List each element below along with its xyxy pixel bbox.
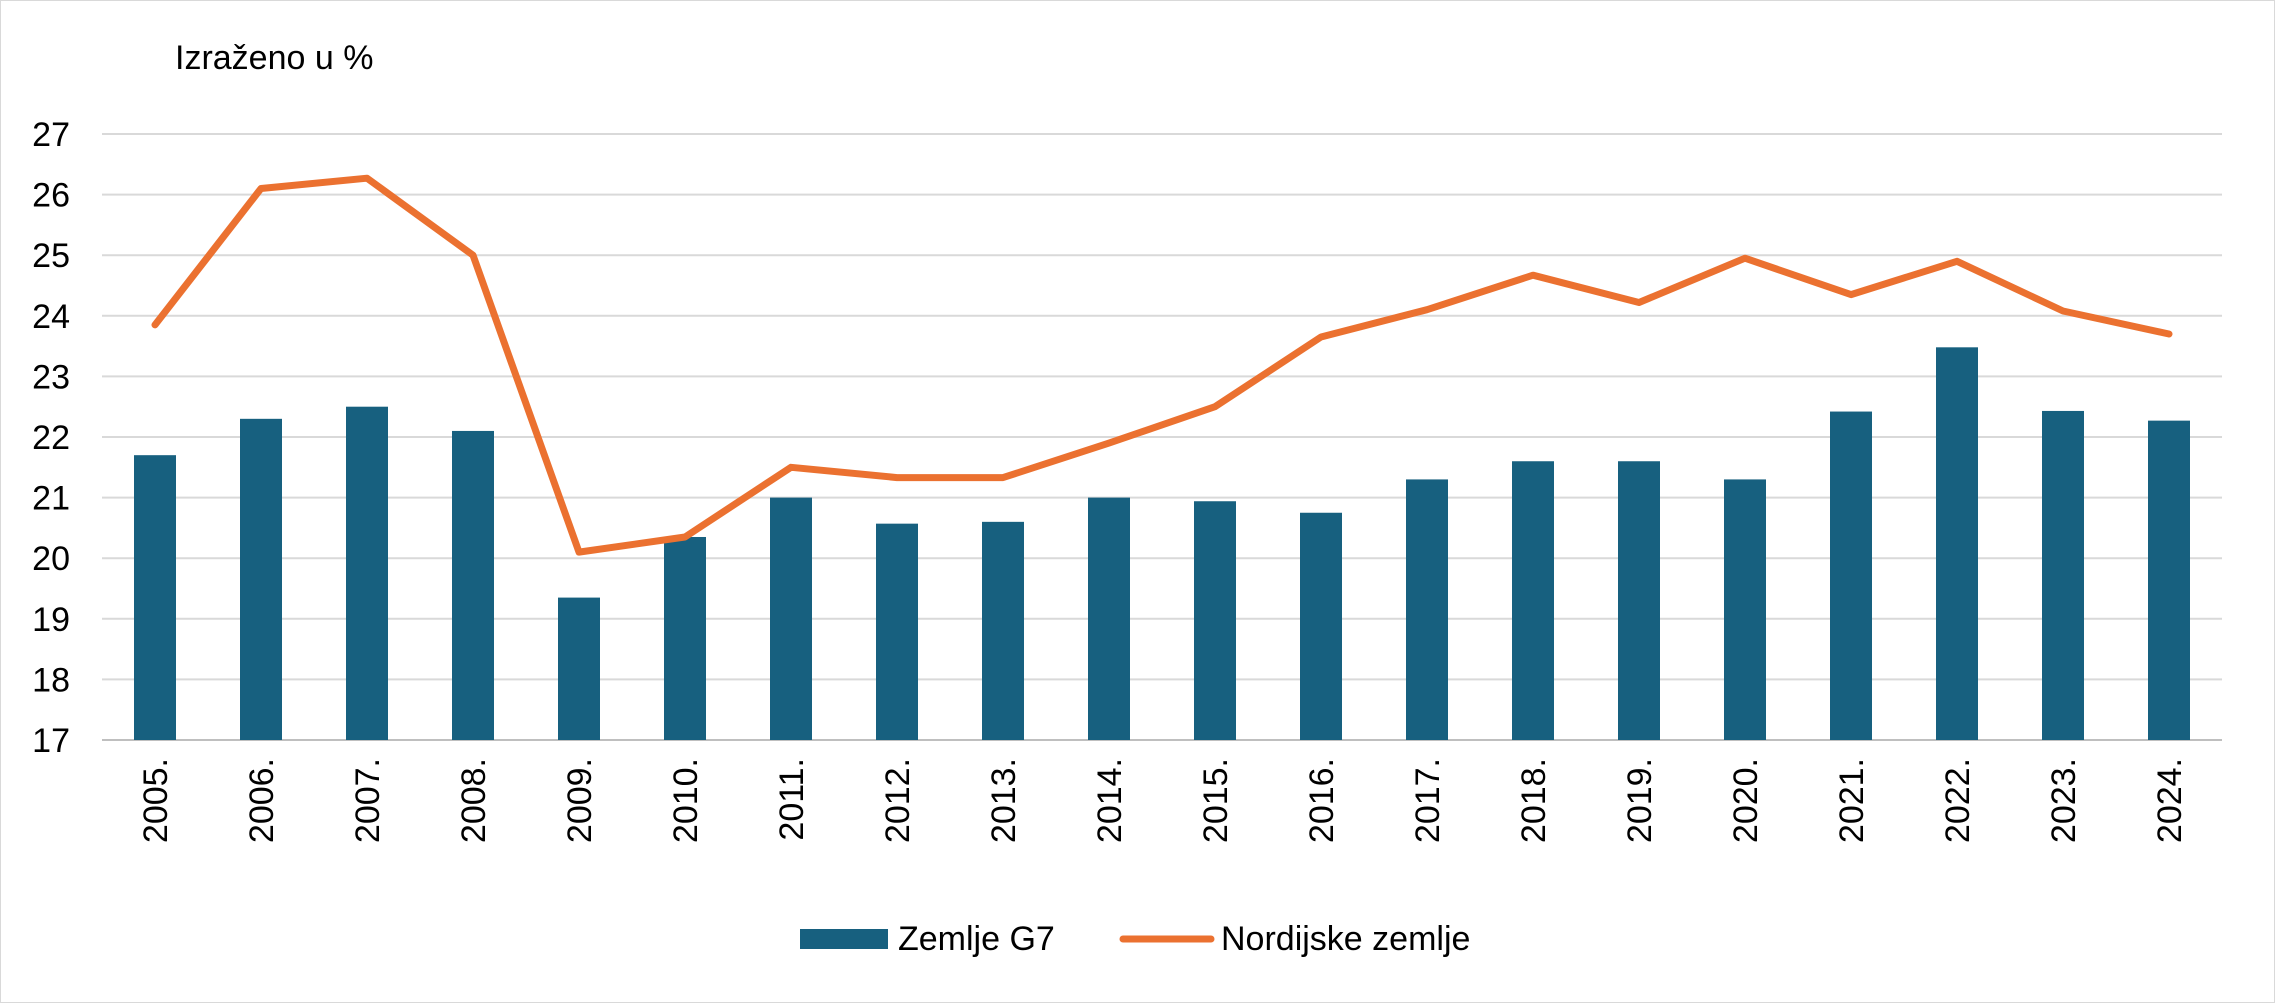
bar bbox=[2148, 420, 2190, 740]
x-tick-label: 2019. bbox=[1621, 758, 1659, 843]
bar bbox=[1300, 512, 1342, 740]
y-tick-label: 17 bbox=[32, 722, 70, 760]
x-tick-label: 2011. bbox=[773, 758, 811, 841]
x-tick-label: 2018. bbox=[1515, 758, 1553, 843]
x-tick-label: 2022. bbox=[1939, 758, 1977, 843]
x-tick-label: 2014. bbox=[1091, 758, 1129, 843]
y-tick-label: 18 bbox=[32, 661, 70, 699]
x-tick-label: 2010. bbox=[667, 758, 705, 843]
y-tick-label: 20 bbox=[32, 540, 70, 578]
bar bbox=[558, 597, 600, 740]
x-tick-label: 2009. bbox=[561, 758, 599, 843]
bar bbox=[876, 523, 918, 740]
bar bbox=[1406, 479, 1448, 740]
bar bbox=[2042, 410, 2084, 740]
x-tick-label: 2006. bbox=[243, 758, 281, 843]
legend: Zemlje G7 Nordijske zemlje bbox=[800, 920, 1470, 958]
y-tick-label: 22 bbox=[32, 419, 70, 457]
y-tick-label: 24 bbox=[32, 298, 70, 336]
x-tick-label: 2024. bbox=[2151, 758, 2189, 843]
bar bbox=[1936, 347, 1978, 740]
bar bbox=[1194, 501, 1236, 740]
y-tick-label: 19 bbox=[32, 601, 70, 639]
series-line bbox=[151, 174, 2173, 556]
y-tick-label: 25 bbox=[32, 237, 70, 275]
bar bbox=[1830, 411, 1872, 740]
legend-swatch-bar bbox=[800, 929, 888, 949]
gridlines bbox=[102, 133, 2222, 741]
unit-label: Izraženo u % bbox=[175, 39, 373, 77]
x-tick-label: 2016. bbox=[1303, 758, 1341, 843]
y-tick-label: 26 bbox=[32, 177, 70, 215]
x-tick-label: 2013. bbox=[985, 758, 1023, 843]
y-tick-label: 23 bbox=[32, 358, 70, 396]
x-tick-label: 2021. bbox=[1833, 758, 1871, 843]
y-axis-ticks: 17 18 19 20 21 22 23 24 25 26 27 bbox=[32, 116, 70, 760]
legend-label-bar: Zemlje G7 bbox=[898, 920, 1055, 958]
bar bbox=[1618, 461, 1660, 740]
x-tick-label: 2015. bbox=[1197, 758, 1235, 843]
x-tick-label: 2017. bbox=[1409, 758, 1447, 843]
y-tick-label: 27 bbox=[32, 116, 70, 154]
bar bbox=[770, 497, 812, 740]
x-tick-label: 2012. bbox=[879, 758, 917, 843]
x-axis-ticks: 2005. 2006. 2007. 2008. 2009. 2010. 2011. 2012.… bbox=[137, 758, 2189, 843]
bar bbox=[664, 536, 706, 740]
bar bbox=[240, 418, 282, 740]
bar bbox=[452, 430, 494, 740]
x-tick-label: 2023. bbox=[2045, 758, 2083, 843]
x-tick-label: 2005. bbox=[137, 758, 175, 843]
bar bbox=[1512, 461, 1554, 740]
bar bbox=[1088, 497, 1130, 740]
bar bbox=[346, 406, 388, 740]
bar bbox=[134, 455, 176, 740]
bar-series bbox=[134, 347, 2190, 740]
bar bbox=[982, 521, 1024, 740]
legend-label-line: Nordijske zemlje bbox=[1221, 920, 1470, 958]
bar bbox=[1724, 479, 1766, 740]
x-tick-label: 2020. bbox=[1727, 758, 1765, 843]
line-series bbox=[151, 174, 2173, 556]
x-tick-label: 2007. bbox=[349, 758, 387, 843]
x-tick-label: 2008. bbox=[455, 758, 493, 843]
y-tick-label: 21 bbox=[32, 480, 70, 518]
